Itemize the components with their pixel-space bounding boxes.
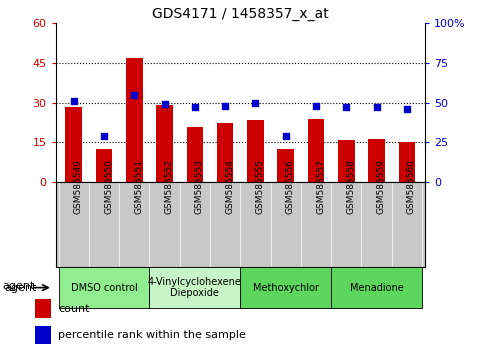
Text: GSM585553: GSM585553 [195,159,204,214]
Bar [35,326,51,344]
Bar [331,267,422,308]
Text: agent: agent [3,281,35,291]
Bar [368,138,385,182]
Bar [58,267,149,308]
Text: agent: agent [5,282,37,293]
Text: GSM585558: GSM585558 [346,159,355,214]
Bar [277,149,294,182]
Point [70,98,78,104]
Text: GSM585549: GSM585549 [74,159,83,214]
Point [403,106,411,112]
Bar [35,299,51,318]
Bar [217,122,233,182]
Bar [247,120,264,182]
Text: Menadione: Menadione [350,282,403,293]
Point [130,92,138,97]
Bar [338,140,355,182]
Text: GSM585551: GSM585551 [134,159,143,214]
Point [252,100,259,105]
Point [100,133,108,139]
Text: GSM585559: GSM585559 [377,159,385,214]
Bar [308,119,325,182]
Text: percentile rank within the sample: percentile rank within the sample [58,330,246,340]
Point [221,103,229,109]
Bar [96,149,113,182]
Bar [156,105,173,182]
Bar [65,107,82,182]
Point [373,105,381,110]
Title: GDS4171 / 1458357_x_at: GDS4171 / 1458357_x_at [152,7,328,21]
Bar [149,267,241,308]
Bar [186,127,203,182]
Text: GSM585557: GSM585557 [316,159,325,214]
Text: GSM585554: GSM585554 [225,159,234,214]
Text: GSM585552: GSM585552 [165,159,173,214]
Text: Methoxychlor: Methoxychlor [253,282,319,293]
Point [282,133,290,139]
Text: GSM585550: GSM585550 [104,159,113,214]
Text: GSM585555: GSM585555 [256,159,264,214]
Text: GSM585560: GSM585560 [407,159,416,214]
Text: count: count [58,304,90,314]
Point [161,101,169,107]
Text: DMSO control: DMSO control [71,282,137,293]
Bar [241,267,331,308]
Bar [398,143,415,182]
Text: GSM585556: GSM585556 [286,159,295,214]
Point [342,105,350,110]
Text: 4-Vinylcyclohexene
Diepoxide: 4-Vinylcyclohexene Diepoxide [148,277,242,298]
Point [312,103,320,109]
Point [191,105,199,110]
Bar [126,57,142,182]
